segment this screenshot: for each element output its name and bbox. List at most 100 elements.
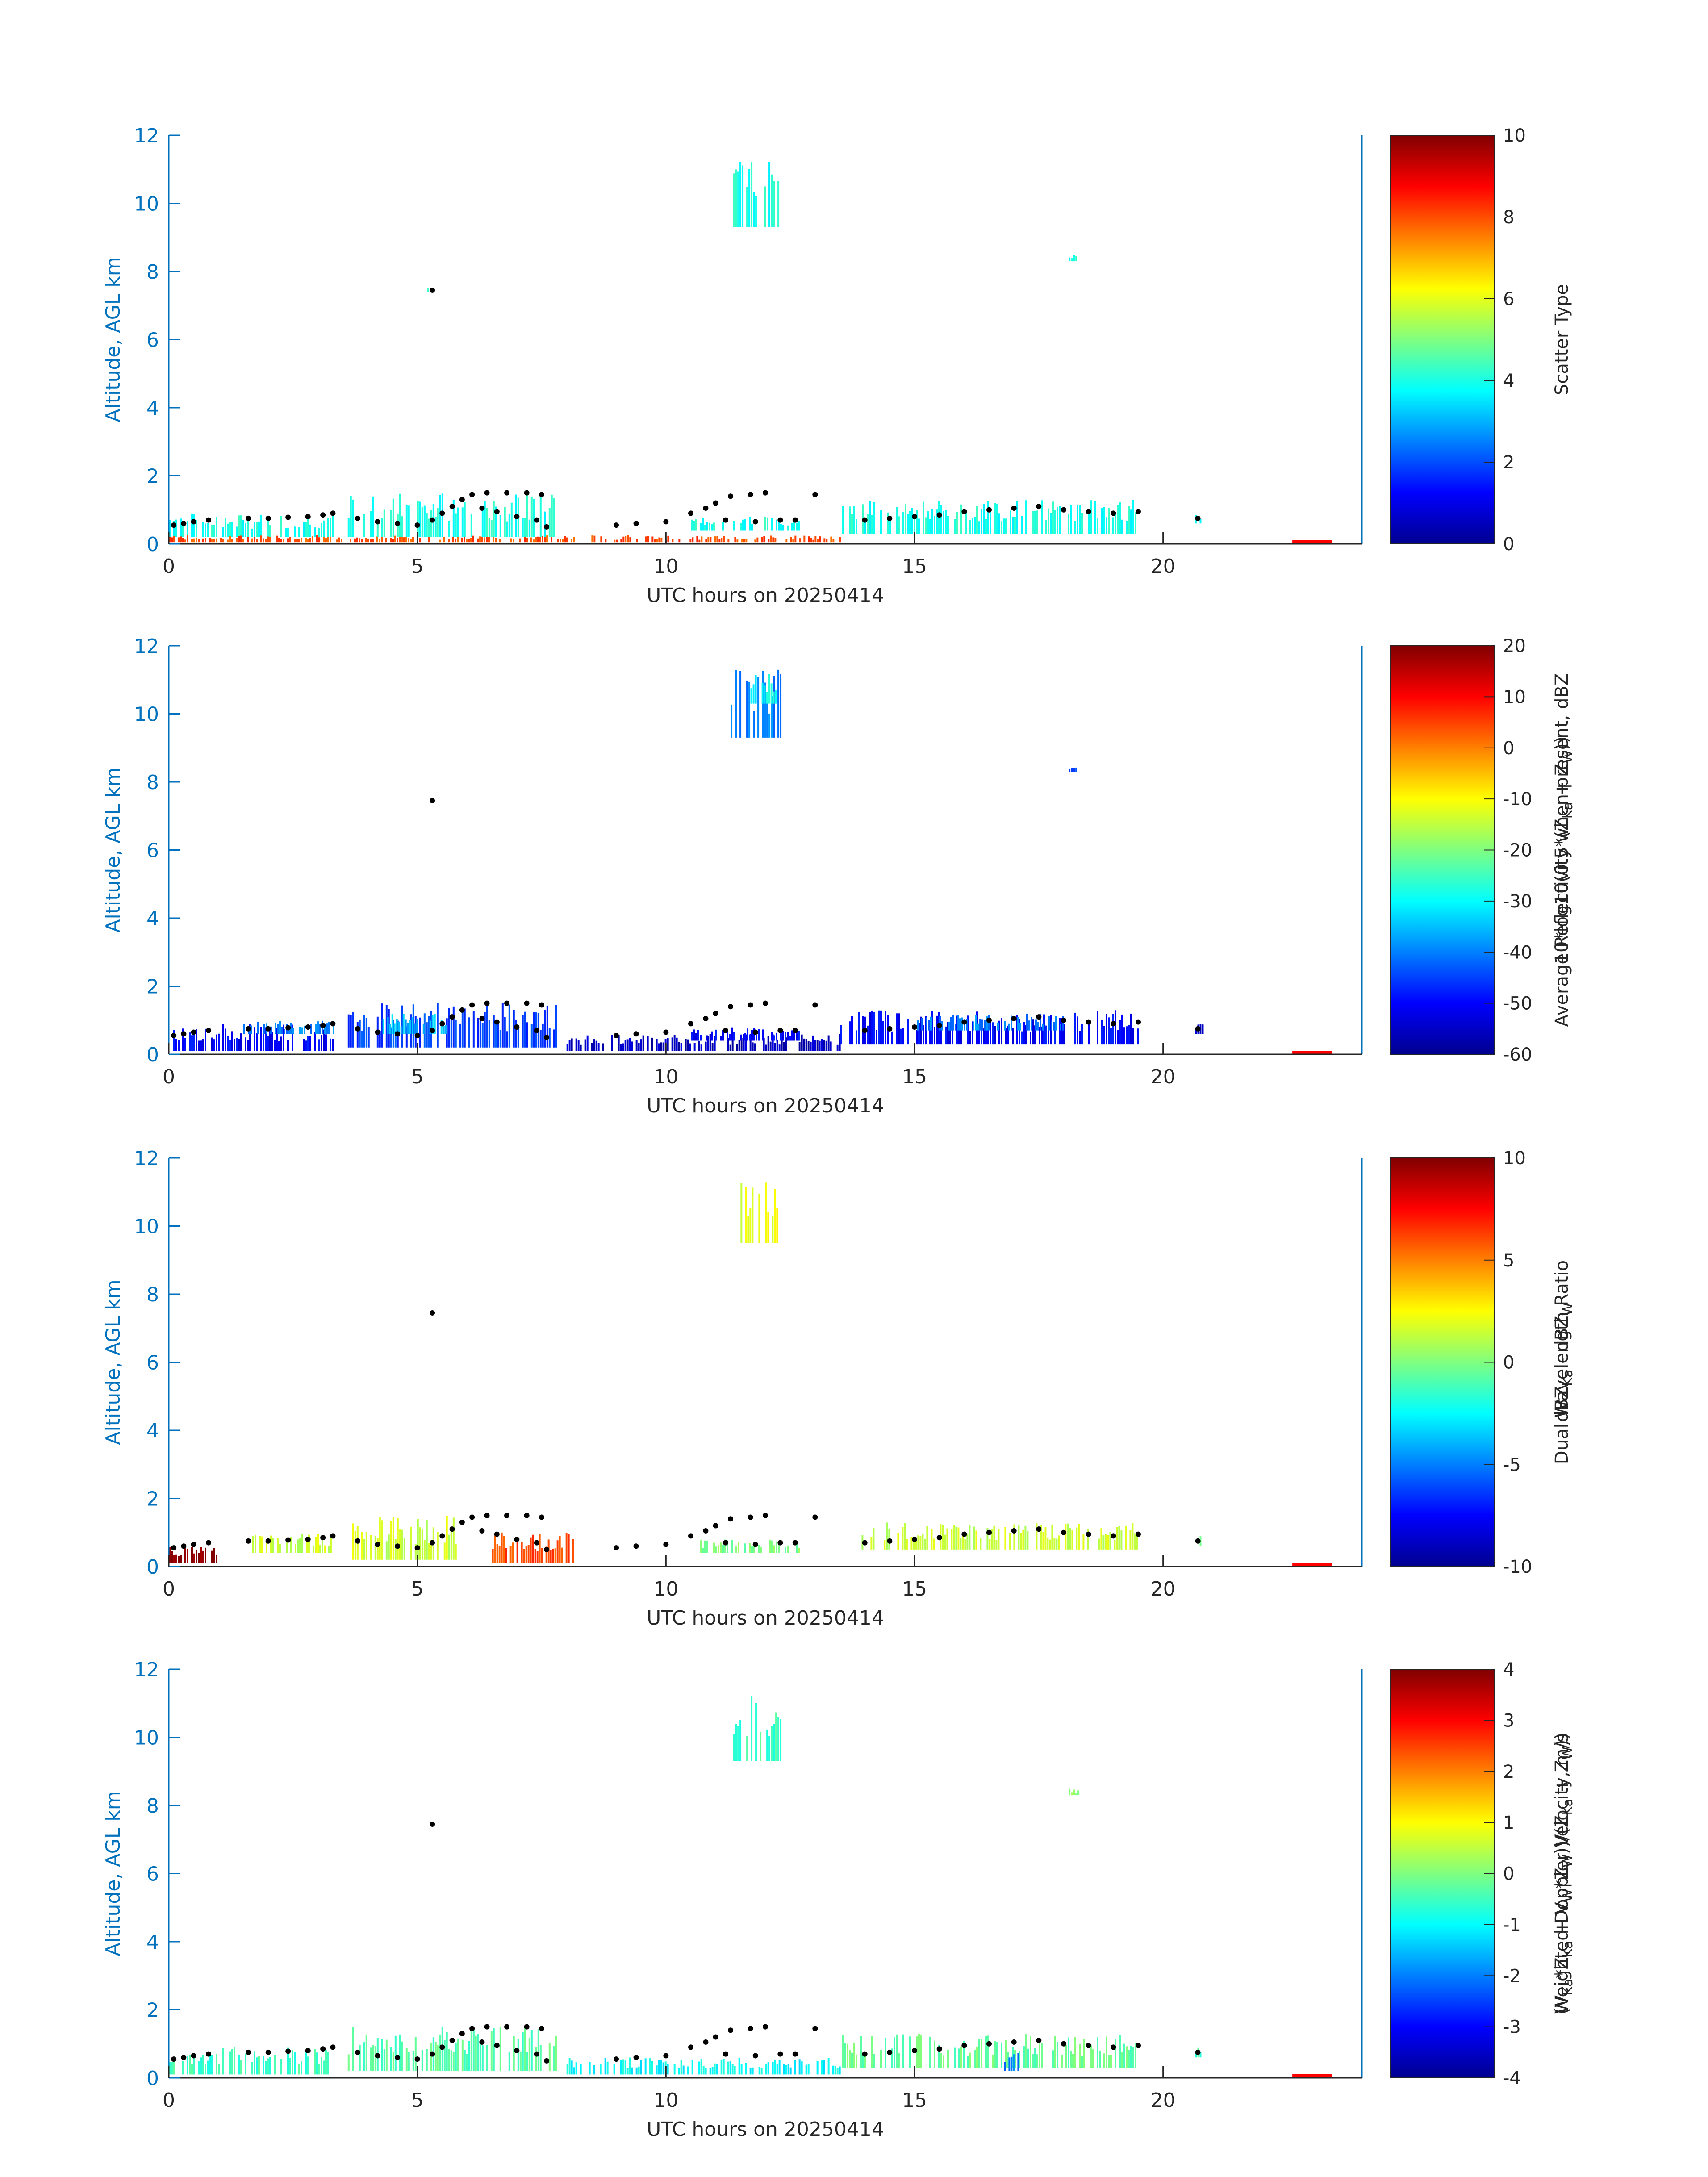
data-cell (757, 677, 760, 738)
data-cell (905, 503, 906, 534)
data-cell (1130, 509, 1132, 534)
data-cell (1071, 768, 1073, 772)
data-cell (198, 1553, 200, 1563)
colorbar-label-line: Average Reflectivity when present, dBZ (1552, 673, 1572, 1027)
cloud-base-point (534, 1540, 539, 1546)
data-cell (1052, 501, 1054, 534)
data-cell (989, 1539, 991, 1550)
data-cell (812, 1035, 814, 1051)
data-cell (330, 1038, 331, 1051)
data-cell (361, 1532, 363, 1560)
data-cell (996, 504, 998, 534)
data-cell (767, 2062, 769, 2075)
data-cell (735, 1546, 737, 1553)
data-cell (720, 1542, 722, 1553)
cloud-base-point (1036, 1526, 1042, 1532)
data-cell (231, 1031, 233, 1051)
data-cell (412, 1004, 414, 1048)
cloud-base-point (430, 798, 435, 803)
data-cell (1103, 507, 1105, 534)
data-cell (325, 538, 327, 543)
data-cell (942, 1525, 944, 1550)
data-cell (350, 539, 351, 543)
data-cell (464, 2050, 466, 2071)
y-tick-label: 0 (146, 533, 159, 556)
data-cell (405, 2048, 408, 2071)
data-cell (777, 1717, 780, 1761)
data-cell (940, 505, 942, 534)
colorbar-tick-label: 1 (1503, 1813, 1514, 1833)
colorbar-label-line: dBZKa - dBZW (1552, 1303, 1576, 1422)
data-cell (247, 518, 249, 537)
data-cell (774, 538, 777, 543)
y-tick-label: 12 (134, 1659, 159, 1681)
data-cell (332, 1039, 334, 1051)
data-cell (304, 1026, 305, 1034)
data-cell (379, 1031, 381, 1048)
data-cell (437, 508, 439, 537)
data-cell (461, 2039, 464, 2071)
colorbar-label-part: 10*log10(0.5*(Z (1552, 819, 1572, 964)
data-cell (430, 1540, 432, 1560)
data-cell (202, 538, 204, 543)
data-cell (535, 537, 537, 543)
data-cell (821, 1039, 823, 1051)
data-cell (573, 537, 575, 543)
data-cell (426, 1022, 428, 1048)
data-cell (522, 2032, 524, 2071)
data-cell (768, 713, 771, 738)
data-cell (193, 1030, 195, 1051)
data-cell (533, 499, 535, 537)
data-cell (814, 536, 817, 543)
data-cell (557, 539, 559, 543)
data-cell (691, 2060, 693, 2075)
cloud-base-point (330, 1533, 336, 1539)
data-cell (613, 2064, 615, 2075)
colorbar-tick-label: -3 (1503, 2017, 1521, 2038)
colorbar-tick-label: 0 (1503, 1353, 1514, 1373)
data-cell (714, 536, 716, 543)
data-cell (205, 2064, 206, 2075)
data-cell (672, 539, 674, 543)
data-cell (361, 1031, 363, 1048)
data-cell (497, 1024, 499, 1048)
x-tick-label: 0 (163, 2089, 175, 2112)
data-cell (936, 509, 938, 534)
y-axis-label: Altitude, AGL km (102, 257, 125, 422)
data-cell (488, 1020, 490, 1048)
data-cell (524, 518, 526, 537)
cloud-base-points (171, 1310, 1201, 1552)
cloud-base-point (469, 1002, 475, 1008)
data-cell (314, 2049, 316, 2075)
data-cell (207, 523, 209, 537)
data-cell (488, 518, 490, 537)
data-cell (746, 1736, 748, 1761)
data-cell (251, 528, 253, 537)
data-cell (267, 518, 269, 537)
data-cell (546, 535, 548, 543)
cloud-base-point (449, 2038, 455, 2043)
data-cell (1100, 1528, 1102, 1550)
data-cell (727, 2061, 729, 2075)
data-cell (687, 1039, 689, 1051)
data-cell (873, 502, 875, 534)
cloud-base-point (862, 517, 868, 523)
data-cell (767, 1212, 769, 1243)
data-cell (625, 536, 627, 543)
data-cell (294, 526, 296, 537)
data-cell (256, 1033, 258, 1051)
colorbar-tick-label: 4 (1503, 371, 1514, 391)
data-cell (1048, 1016, 1050, 1031)
data-cell (729, 1044, 731, 1051)
data-cell (760, 1732, 762, 1761)
cloud-base-point (430, 1310, 435, 1316)
data-cell (791, 1030, 793, 1041)
data-cell (830, 1041, 832, 1051)
data-cell (735, 169, 737, 227)
data-cell (290, 1537, 292, 1553)
data-cell (566, 1044, 568, 1051)
data-cell (1108, 508, 1110, 534)
y-tick-label: 12 (134, 1147, 159, 1170)
data-cell (851, 1015, 853, 1045)
data-cell (616, 539, 618, 543)
